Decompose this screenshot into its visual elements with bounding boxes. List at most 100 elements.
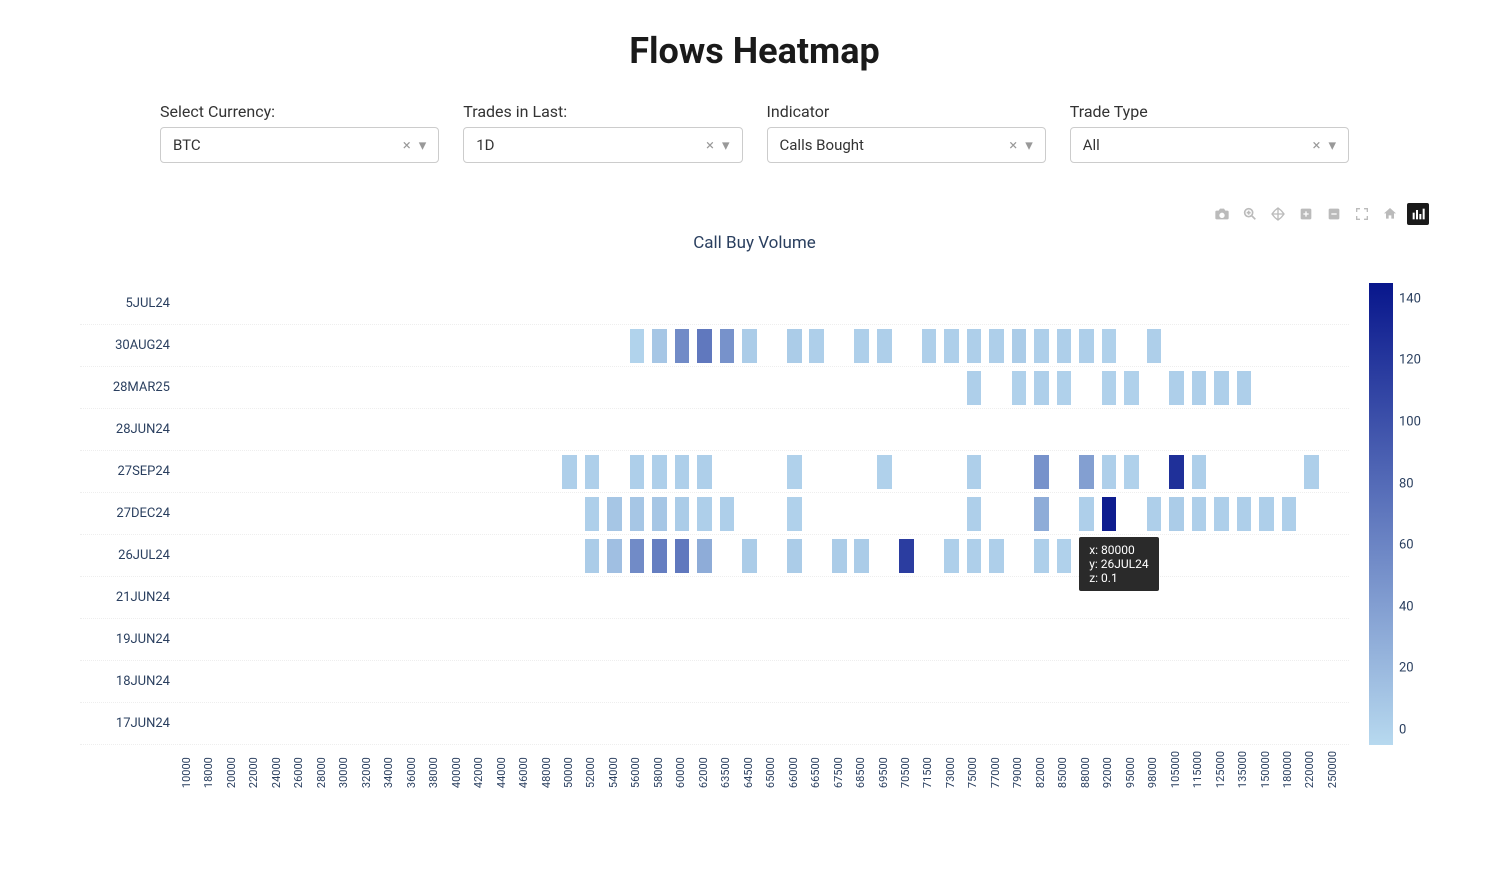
heatmap-cell[interactable] [697, 539, 712, 573]
heatmap-cell[interactable] [675, 455, 690, 489]
heatmap-cell[interactable] [1304, 455, 1319, 489]
zoom-icon[interactable] [1239, 203, 1261, 225]
zoom-in-icon[interactable] [1295, 203, 1317, 225]
heatmap-cell[interactable] [967, 497, 982, 531]
heatmap-cell[interactable] [1192, 455, 1207, 489]
heatmap-cell[interactable] [607, 539, 622, 573]
heatmap-cell[interactable] [877, 455, 892, 489]
heatmap-cell[interactable] [562, 455, 577, 489]
heatmap-cell[interactable] [697, 329, 712, 363]
heatmap-cell[interactable] [787, 455, 802, 489]
heatmap-cell[interactable] [720, 329, 735, 363]
heatmap-cell[interactable] [922, 329, 937, 363]
heatmap-cell[interactable] [1034, 539, 1049, 573]
heatmap-cell[interactable] [1079, 329, 1094, 363]
heatmap-cell[interactable] [832, 539, 847, 573]
heatmap-cell[interactable] [630, 455, 645, 489]
heatmap-cell[interactable] [877, 329, 892, 363]
heatmap-cell[interactable] [854, 329, 869, 363]
heatmap-cell[interactable] [630, 497, 645, 531]
heatmap-cell[interactable] [1214, 497, 1229, 531]
heatmap-cell[interactable] [787, 497, 802, 531]
home-icon[interactable] [1379, 203, 1401, 225]
heatmap-cell[interactable] [607, 497, 622, 531]
heatmap-cell[interactable] [1057, 371, 1072, 405]
chevron-down-icon[interactable]: ▾ [419, 136, 427, 154]
camera-icon[interactable] [1211, 203, 1233, 225]
heatmap-cell[interactable] [652, 329, 667, 363]
chevron-down-icon[interactable]: ▾ [722, 136, 730, 154]
heatmap-cell[interactable] [787, 539, 802, 573]
heatmap-cell[interactable] [585, 539, 600, 573]
heatmap-cell[interactable] [944, 329, 959, 363]
clear-icon[interactable]: × [706, 136, 714, 154]
heatmap-cell[interactable] [1102, 455, 1117, 489]
heatmap-cell[interactable] [854, 539, 869, 573]
heatmap-cell[interactable] [1169, 455, 1184, 489]
heatmap-cell[interactable] [630, 329, 645, 363]
heatmap-cell[interactable] [630, 539, 645, 573]
heatmap-cell[interactable] [1057, 329, 1072, 363]
heatmap-cell[interactable] [675, 329, 690, 363]
heatmap-cell[interactable] [652, 539, 667, 573]
heatmap-cell[interactable] [742, 539, 757, 573]
heatmap-cell[interactable] [899, 539, 914, 573]
tradetype-select[interactable]: All × ▾ [1070, 127, 1349, 163]
chevron-down-icon[interactable]: ▾ [1328, 136, 1336, 154]
clear-icon[interactable]: × [1009, 136, 1017, 154]
heatmap-cell[interactable] [585, 497, 600, 531]
heatmap-cell[interactable] [1034, 371, 1049, 405]
timeframe-select[interactable]: 1D × ▾ [463, 127, 742, 163]
heatmap-cell[interactable] [720, 497, 735, 531]
clear-icon[interactable]: × [1312, 136, 1320, 154]
heatmap-cell[interactable] [1169, 371, 1184, 405]
heatmap-cell[interactable] [1124, 455, 1139, 489]
clear-icon[interactable]: × [403, 136, 411, 154]
heatmap-cell[interactable] [967, 371, 982, 405]
heatmap-cell[interactable] [1034, 329, 1049, 363]
heatmap-cell[interactable] [967, 455, 982, 489]
zoom-out-icon[interactable] [1323, 203, 1345, 225]
heatmap-cell[interactable] [1147, 497, 1162, 531]
heatmap-cell[interactable] [1237, 497, 1252, 531]
heatmap-plot[interactable]: x: 80000 y: 26JUL24 z: 0.1 [180, 283, 1349, 745]
heatmap-cell[interactable] [1169, 497, 1184, 531]
heatmap-cell[interactable] [697, 455, 712, 489]
heatmap-cell[interactable] [1102, 371, 1117, 405]
heatmap-cell[interactable] [1034, 497, 1049, 531]
heatmap-cell[interactable] [1147, 329, 1162, 363]
heatmap-cell[interactable] [1192, 371, 1207, 405]
indicator-select[interactable]: Calls Bought × ▾ [767, 127, 1046, 163]
heatmap-cell[interactable] [809, 329, 824, 363]
heatmap-cell[interactable] [585, 455, 600, 489]
heatmap-cell[interactable] [1034, 455, 1049, 489]
heatmap-cell[interactable] [1102, 497, 1117, 531]
currency-select[interactable]: BTC × ▾ [160, 127, 439, 163]
heatmap-cell[interactable] [1079, 497, 1094, 531]
heatmap-cell[interactable] [1282, 497, 1297, 531]
heatmap-cell[interactable] [1192, 497, 1207, 531]
autoscale-icon[interactable] [1351, 203, 1373, 225]
heatmap-cell[interactable] [1124, 371, 1139, 405]
heatmap-cell[interactable] [1079, 455, 1094, 489]
plotly-logo-icon[interactable] [1407, 203, 1429, 225]
heatmap-cell[interactable] [944, 539, 959, 573]
heatmap-cell[interactable] [989, 329, 1004, 363]
heatmap-cell[interactable] [967, 329, 982, 363]
heatmap-cell[interactable] [742, 329, 757, 363]
heatmap-cell[interactable] [675, 497, 690, 531]
chevron-down-icon[interactable]: ▾ [1025, 136, 1033, 154]
heatmap-cell[interactable] [967, 539, 982, 573]
heatmap-cell[interactable] [1214, 371, 1229, 405]
heatmap-cell[interactable] [1237, 371, 1252, 405]
heatmap-cell[interactable] [652, 455, 667, 489]
heatmap-cell[interactable] [1012, 329, 1027, 363]
heatmap-cell[interactable] [1057, 539, 1072, 573]
heatmap-cell[interactable] [1012, 371, 1027, 405]
heatmap-cell[interactable] [675, 539, 690, 573]
heatmap-cell[interactable] [652, 497, 667, 531]
heatmap-cell[interactable] [1259, 497, 1274, 531]
pan-icon[interactable] [1267, 203, 1289, 225]
heatmap-cell[interactable] [697, 497, 712, 531]
heatmap-cell[interactable] [1102, 329, 1117, 363]
